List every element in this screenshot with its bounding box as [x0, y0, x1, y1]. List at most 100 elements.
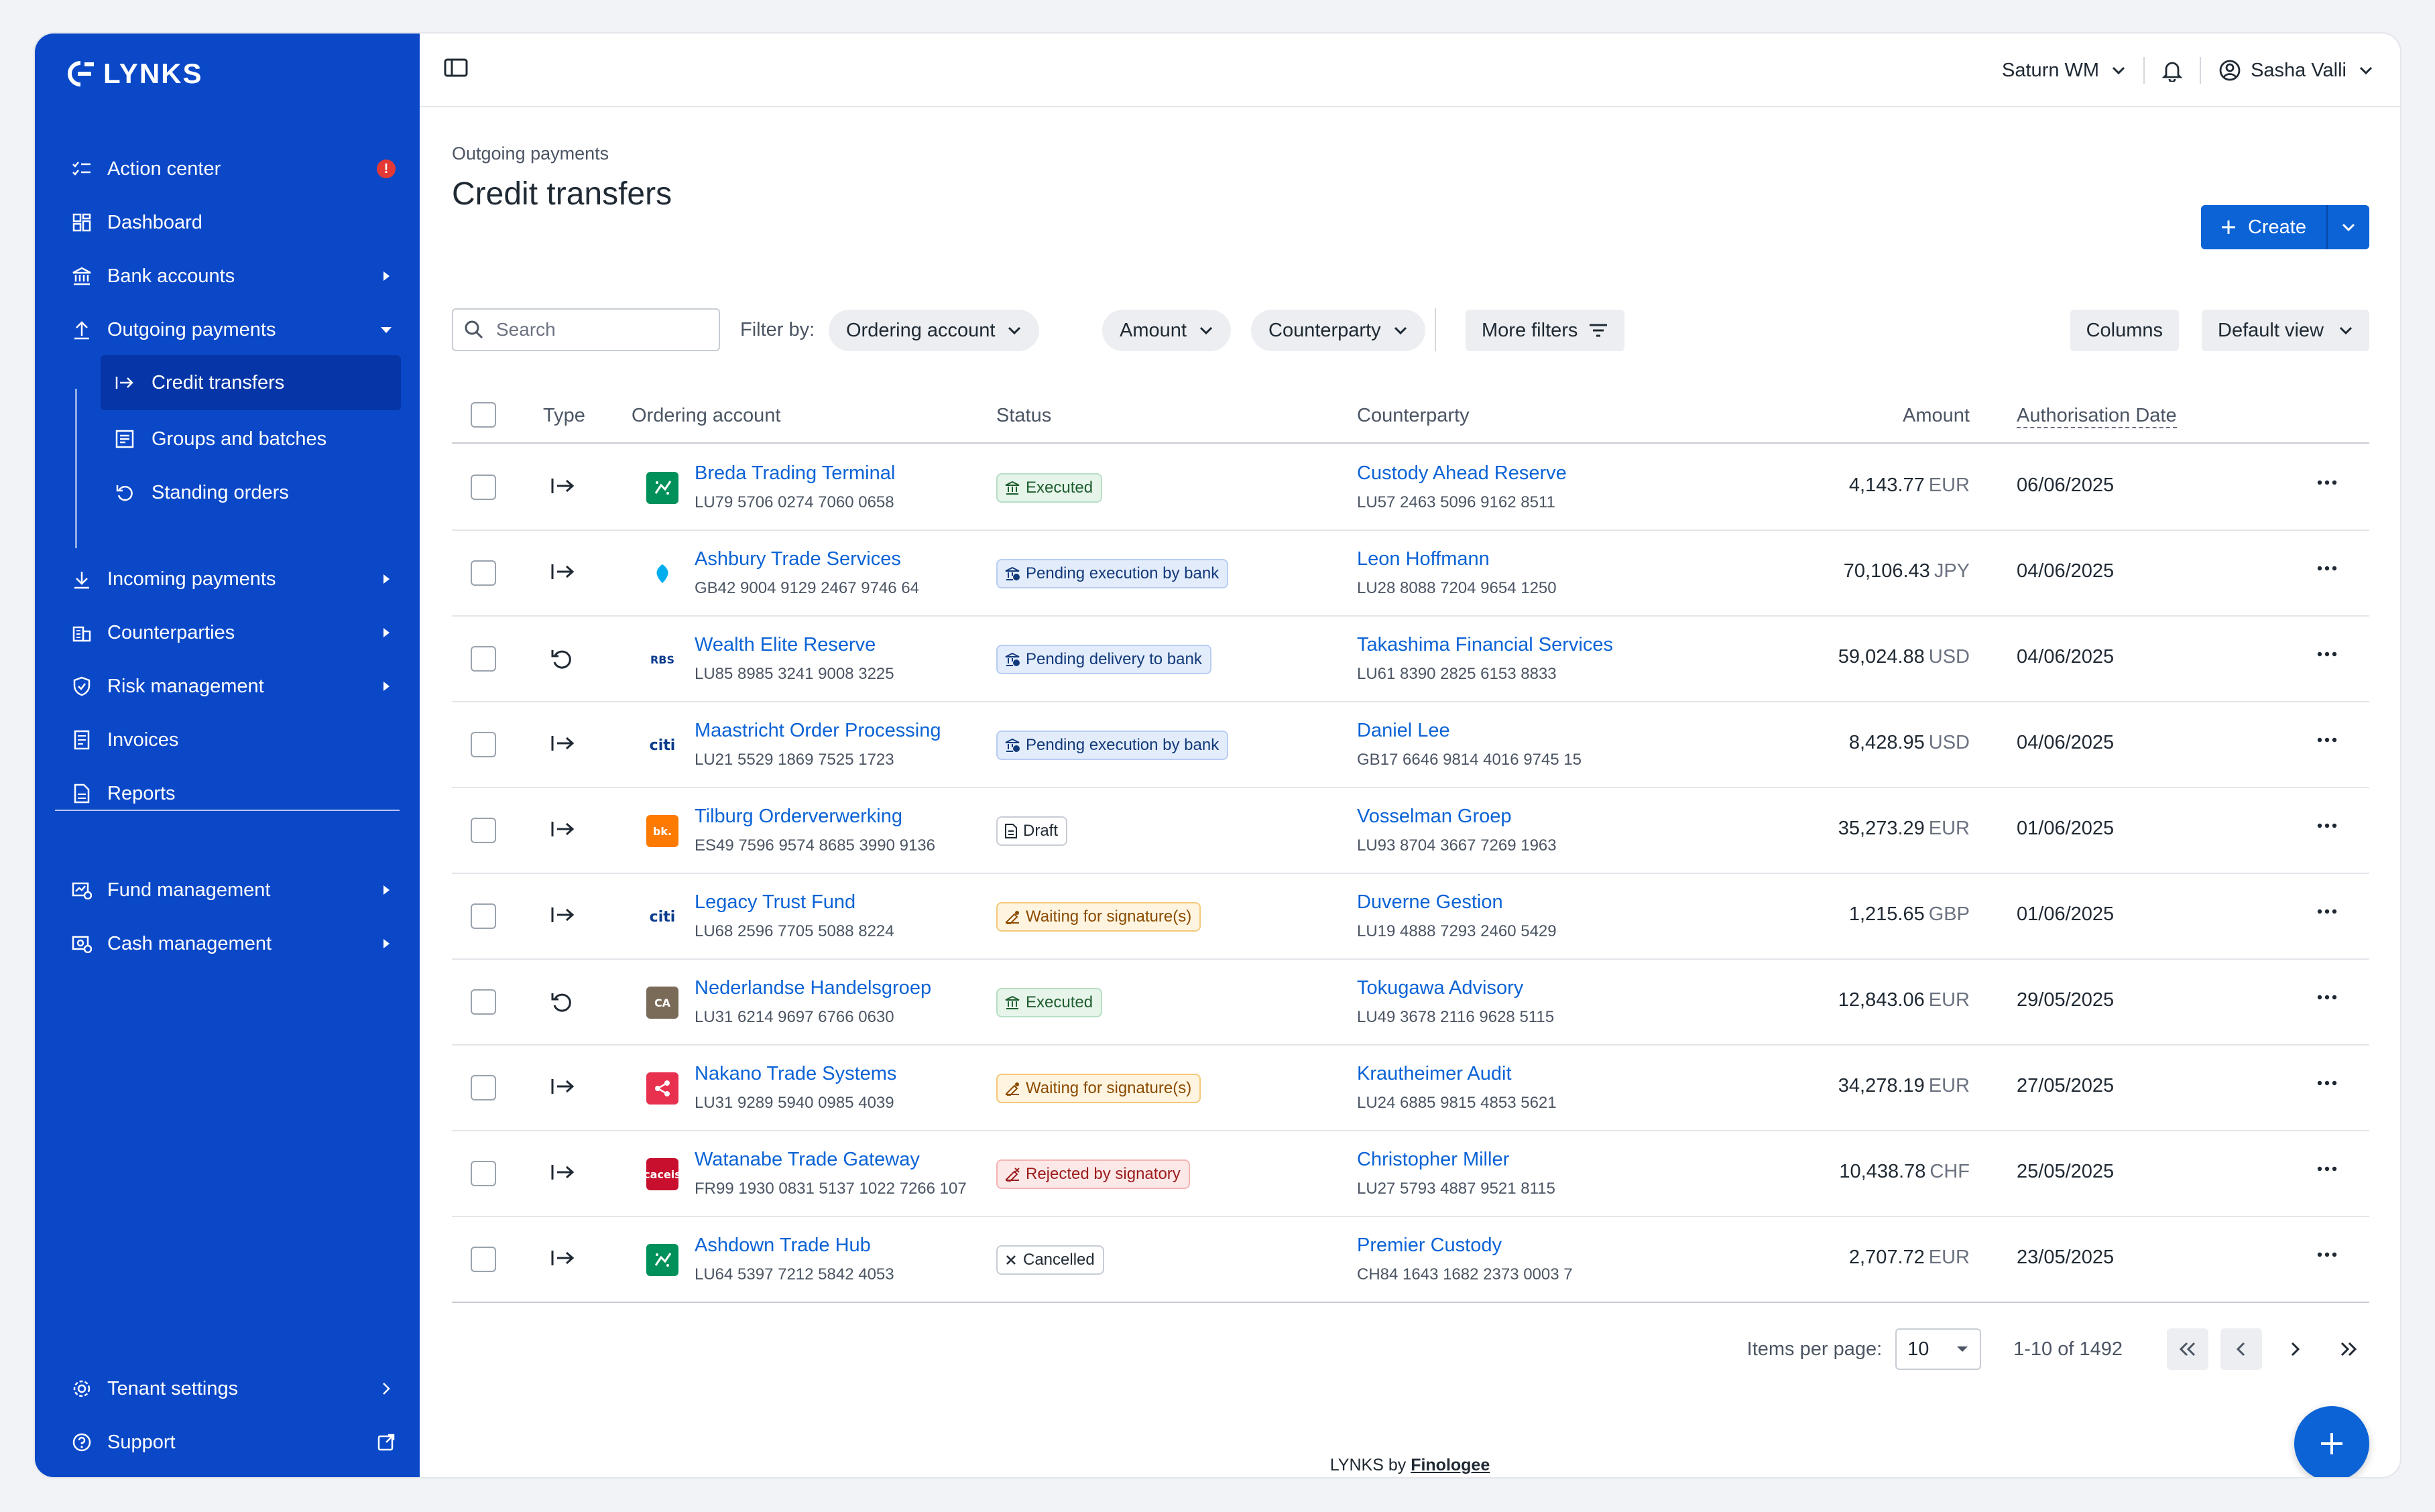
bell-icon[interactable]	[2162, 59, 2183, 82]
more-actions-icon[interactable]	[2317, 1252, 2337, 1257]
more-actions-icon[interactable]	[2317, 995, 2337, 1000]
more-filters-button[interactable]: More filters	[1466, 310, 1625, 351]
sidebar-item-label: Counterparties	[107, 621, 235, 643]
table-row[interactable]: caceis Watanabe Trade Gateway FR99 1930 …	[452, 1131, 2369, 1217]
sidebar-item-invoices[interactable]: Invoices	[54, 716, 400, 764]
more-actions-icon[interactable]	[2317, 823, 2337, 828]
create-button[interactable]: Create	[2201, 205, 2326, 249]
sidebar-item-outgoing-payments[interactable]: Outgoing payments	[54, 306, 400, 354]
more-actions-icon[interactable]	[2317, 909, 2337, 914]
sidebar-item-support[interactable]: Support	[54, 1418, 400, 1466]
filter-chip-counterparty[interactable]: Counterparty	[1251, 310, 1425, 351]
table-row[interactable]: bk. Tilburg Orderverwerking ES49 7596 95…	[452, 788, 2369, 874]
table-row[interactable]: CA Nederlandse Handelsgroep LU31 6214 96…	[452, 960, 2369, 1046]
more-actions-icon[interactable]	[2317, 651, 2337, 657]
row-checkbox[interactable]	[471, 1247, 496, 1272]
row-checkbox[interactable]	[471, 646, 496, 672]
columns-label: Columns	[2086, 319, 2163, 341]
amount: 12,843.06 EUR	[1838, 989, 1970, 1011]
column-header-authorisation-date[interactable]: Authorisation Date	[2017, 405, 2177, 428]
more-actions-icon[interactable]	[2317, 737, 2337, 743]
row-checkbox[interactable]	[471, 1075, 496, 1100]
counterparty-link[interactable]: Tokugawa Advisory	[1357, 977, 1524, 999]
search-input[interactable]: Search	[452, 308, 720, 351]
table-row[interactable]: Breda Trading Terminal LU79 5706 0274 70…	[452, 445, 2369, 531]
more-actions-icon[interactable]	[2317, 1080, 2337, 1086]
row-checkbox[interactable]	[471, 475, 496, 500]
filter-chip-ordering-account[interactable]: Ordering account	[829, 310, 1040, 351]
more-actions-icon[interactable]	[2317, 480, 2337, 485]
ordering-account-link[interactable]: Maastricht Order Processing	[695, 720, 941, 741]
ordering-account-link[interactable]: Nakano Trade Systems	[695, 1063, 897, 1084]
footer-brand-link[interactable]: Finologee	[1411, 1456, 1490, 1474]
ordering-account-link[interactable]: Watanabe Trade Gateway	[695, 1149, 920, 1170]
ordering-account-link[interactable]: Nederlandse Handelsgroep	[695, 977, 932, 999]
table-row[interactable]: citi Legacy Trust Fund LU68 2596 7705 50…	[452, 874, 2369, 960]
first-page-button[interactable]	[2167, 1328, 2208, 1370]
filter-separator	[1435, 308, 1436, 351]
sidebar-subitem-groups-batches[interactable]: Groups and batches	[101, 412, 401, 466]
create-dropdown-button[interactable]	[2326, 205, 2369, 249]
ordering-account-link[interactable]: Ashdown Trade Hub	[695, 1235, 871, 1256]
more-actions-icon[interactable]	[2317, 1166, 2337, 1172]
recurring-icon	[550, 647, 573, 674]
sidebar-subitem-standing-orders[interactable]: Standing orders	[101, 465, 401, 520]
counterparty-link[interactable]: Leon Hoffmann	[1357, 548, 1490, 570]
next-page-button[interactable]	[2274, 1328, 2316, 1370]
counterparty-link[interactable]: Takashima Financial Services	[1357, 634, 1613, 655]
user-menu[interactable]: Sasha Valli	[2218, 59, 2373, 82]
items-per-page-select[interactable]: 10	[1895, 1328, 1982, 1370]
transfer-arrow-icon	[550, 562, 577, 585]
sidebar-toggle-icon[interactable]	[444, 58, 468, 81]
ordering-account-link[interactable]: Ashbury Trade Services	[695, 548, 901, 570]
organization-selector[interactable]: Saturn WM	[2002, 60, 2126, 82]
table-row[interactable]: RBS Wealth Elite Reserve LU85 8985 3241 …	[452, 617, 2369, 702]
ordering-account-link[interactable]: Legacy Trust Fund	[695, 891, 856, 913]
logo[interactable]: LYNKS	[64, 55, 203, 92]
bank-logo: citi	[646, 729, 678, 761]
sidebar-item-incoming-payments[interactable]: Incoming payments	[54, 555, 400, 603]
counterparty-link[interactable]: Krautheimer Audit	[1357, 1063, 1512, 1084]
amount-currency: GBP	[1928, 903, 1970, 925]
counterparty-link[interactable]: Duverne Gestion	[1357, 891, 1503, 913]
previous-page-button[interactable]	[2220, 1328, 2262, 1370]
sidebar-item-tenant-settings[interactable]: Tenant settings	[54, 1365, 400, 1413]
sidebar-item-action-center[interactable]: Action center !	[54, 145, 400, 193]
row-checkbox[interactable]	[471, 989, 496, 1015]
sidebar-item-fund-management[interactable]: Fund management	[54, 866, 400, 914]
table-row[interactable]: Ashbury Trade Services GB42 9004 9129 24…	[452, 531, 2369, 617]
counterparty-link[interactable]: Custody Ahead Reserve	[1357, 462, 1567, 484]
counterparty-link[interactable]: Vosselman Groep	[1357, 806, 1512, 827]
sidebar-item-bank-accounts[interactable]: Bank accounts	[54, 252, 400, 300]
counterparty-link[interactable]: Daniel Lee	[1357, 720, 1450, 741]
sidebar-item-risk-management[interactable]: Risk management	[54, 662, 400, 710]
row-checkbox[interactable]	[471, 903, 496, 929]
counterparty-link[interactable]: Christopher Miller	[1357, 1149, 1510, 1170]
default-view-button[interactable]: Default view	[2202, 310, 2369, 351]
ordering-account-link[interactable]: Breda Trading Terminal	[695, 462, 896, 484]
table-row[interactable]: citi Maastricht Order Processing LU21 55…	[452, 702, 2369, 788]
more-actions-icon[interactable]	[2317, 566, 2337, 571]
last-page-button[interactable]	[2328, 1328, 2369, 1370]
bank-logo	[646, 558, 678, 590]
select-all-checkbox[interactable]	[471, 402, 496, 428]
columns-button[interactable]: Columns	[2070, 310, 2179, 351]
table-row[interactable]: Nakano Trade Systems LU31 9289 5940 0985…	[452, 1046, 2369, 1131]
sidebar-subitem-credit-transfers[interactable]: Credit transfers	[101, 355, 401, 410]
floating-add-button[interactable]	[2294, 1406, 2369, 1477]
breadcrumb[interactable]: Outgoing payments	[452, 143, 609, 164]
row-checkbox[interactable]	[471, 818, 496, 843]
ordering-account-link[interactable]: Wealth Elite Reserve	[695, 634, 876, 655]
sidebar-item-cash-management[interactable]: Cash management	[54, 920, 400, 968]
table-row[interactable]: Ashdown Trade Hub LU64 5397 7212 5842 40…	[452, 1217, 2369, 1303]
filter-chip-amount[interactable]: Amount	[1102, 310, 1231, 351]
counterparty-link[interactable]: Premier Custody	[1357, 1235, 1502, 1256]
search-placeholder: Search	[496, 319, 556, 340]
ordering-account-link[interactable]: Tilburg Orderverwerking	[695, 806, 902, 827]
row-checkbox[interactable]	[471, 1161, 496, 1186]
sidebar-item-counterparties[interactable]: Counterparties	[54, 609, 400, 657]
row-checkbox[interactable]	[471, 732, 496, 757]
sidebar-item-reports[interactable]: Reports	[54, 769, 400, 818]
sidebar-item-dashboard[interactable]: Dashboard	[54, 198, 400, 247]
row-checkbox[interactable]	[471, 560, 496, 586]
